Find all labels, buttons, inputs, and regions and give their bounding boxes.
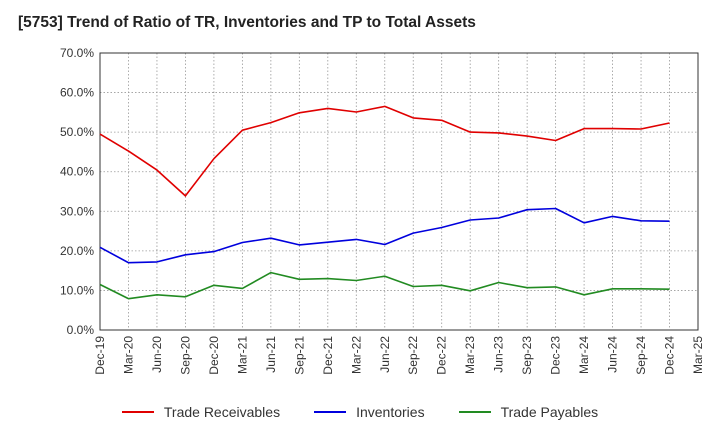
y-tick-label: 50.0% — [60, 125, 94, 139]
x-tick-label: Dec-21 — [321, 336, 335, 375]
y-tick-label: 60.0% — [60, 86, 94, 100]
legend-label-inventories: Inventories — [356, 404, 425, 420]
x-tick-label: Mar-23 — [463, 336, 477, 374]
series-line-trade-receivables — [99, 105, 670, 197]
y-tick-label: 0.0% — [67, 323, 95, 337]
series-line-trade-payables — [99, 271, 670, 300]
y-tick-label: 30.0% — [60, 204, 94, 218]
x-tick-label: Jun-23 — [492, 336, 506, 373]
x-tick-label: Sep-21 — [292, 336, 306, 375]
legend-item-trade-receivables: Trade Receivables — [121, 404, 281, 420]
x-tick-label: Mar-20 — [121, 336, 135, 374]
legend-item-inventories: Inventories — [314, 404, 425, 420]
x-tick-label: Dec-24 — [663, 336, 677, 375]
x-tick-label: Sep-20 — [178, 336, 192, 375]
x-tick-label: Jun-22 — [378, 336, 392, 373]
x-tick-label: Sep-22 — [406, 336, 420, 375]
x-tick-label: Mar-25 — [691, 336, 705, 374]
legend-swatch-trade-payables — [458, 411, 491, 413]
x-tick-label: Jun-20 — [150, 336, 164, 373]
x-tick-label: Mar-24 — [577, 336, 591, 374]
legend-label-trade-payables: Trade Payables — [500, 404, 599, 420]
legend-swatch-inventories — [314, 411, 347, 413]
y-tick-label: 40.0% — [60, 165, 94, 179]
legend-swatch-trade-receivables — [121, 411, 154, 413]
x-tick-label: Dec-22 — [435, 336, 449, 375]
y-tick-label: 10.0% — [60, 283, 94, 297]
x-tick-label: Dec-19 — [93, 336, 107, 375]
y-tick-label: 20.0% — [60, 244, 94, 258]
series-line-inventories — [99, 207, 670, 264]
chart-title: [5753] Trend of Ratio of TR, Inventories… — [18, 14, 476, 31]
plot-frame — [99, 52, 699, 331]
x-tick-label: Sep-23 — [520, 336, 534, 375]
x-tick-label: Jun-21 — [264, 336, 278, 373]
x-tick-label: Dec-23 — [549, 336, 563, 375]
x-tick-label: Sep-24 — [634, 336, 648, 375]
x-tick-label: Dec-20 — [207, 336, 221, 375]
chart-legend: Trade Receivables Inventories Trade Paya… — [0, 404, 720, 420]
x-tick-label: Jun-24 — [606, 336, 620, 373]
x-tick-label: Mar-22 — [349, 336, 363, 374]
legend-label-trade-receivables: Trade Receivables — [163, 404, 281, 420]
legend-item-trade-payables: Trade Payables — [458, 404, 599, 420]
y-tick-label: 70.0% — [60, 46, 94, 60]
x-tick-label: Mar-21 — [235, 336, 249, 374]
